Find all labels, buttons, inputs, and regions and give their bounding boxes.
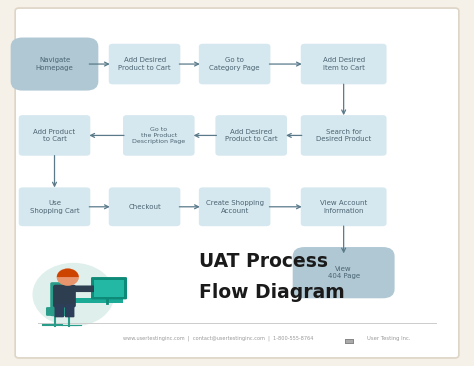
- Text: Checkout: Checkout: [128, 204, 161, 210]
- FancyBboxPatch shape: [55, 304, 64, 317]
- Text: User Testing Inc.: User Testing Inc.: [367, 336, 410, 341]
- FancyBboxPatch shape: [345, 339, 354, 344]
- FancyBboxPatch shape: [18, 187, 90, 226]
- FancyBboxPatch shape: [46, 307, 73, 316]
- FancyBboxPatch shape: [100, 297, 114, 299]
- FancyBboxPatch shape: [50, 282, 66, 316]
- Text: Use
Shopping Cart: Use Shopping Cart: [30, 200, 79, 213]
- FancyBboxPatch shape: [199, 187, 270, 226]
- Text: Add Desired
Product to Cart: Add Desired Product to Cart: [225, 129, 278, 142]
- Text: Navigate
Homepage: Navigate Homepage: [36, 57, 73, 71]
- FancyBboxPatch shape: [215, 115, 287, 156]
- FancyBboxPatch shape: [94, 280, 124, 297]
- Text: www.usertestinginc.com  |  contact@usertestinginc.com  |  1-800-555-8764: www.usertestinginc.com | contact@usertes…: [123, 336, 313, 341]
- Text: Add Desired
Item to Cart: Add Desired Item to Cart: [323, 57, 365, 71]
- FancyBboxPatch shape: [292, 247, 394, 298]
- Circle shape: [57, 269, 78, 285]
- Text: Add Desired
Product to Cart: Add Desired Product to Cart: [118, 57, 171, 71]
- FancyBboxPatch shape: [18, 115, 90, 156]
- FancyBboxPatch shape: [301, 115, 386, 156]
- FancyBboxPatch shape: [70, 285, 96, 292]
- FancyBboxPatch shape: [123, 115, 195, 156]
- FancyBboxPatch shape: [301, 44, 386, 85]
- FancyBboxPatch shape: [10, 37, 98, 91]
- FancyBboxPatch shape: [15, 8, 459, 358]
- Circle shape: [33, 264, 114, 326]
- FancyBboxPatch shape: [109, 187, 180, 226]
- FancyBboxPatch shape: [65, 304, 74, 317]
- FancyBboxPatch shape: [91, 277, 127, 299]
- FancyBboxPatch shape: [109, 44, 180, 85]
- Text: Search for
Desired Product: Search for Desired Product: [316, 129, 371, 142]
- FancyBboxPatch shape: [301, 187, 386, 226]
- FancyBboxPatch shape: [53, 285, 76, 307]
- Wedge shape: [57, 269, 79, 277]
- Text: View Account
Information: View Account Information: [320, 200, 367, 213]
- Text: Go to
Category Page: Go to Category Page: [210, 57, 260, 71]
- FancyBboxPatch shape: [199, 44, 270, 85]
- FancyBboxPatch shape: [59, 298, 123, 303]
- Text: Add Product
to Cart: Add Product to Cart: [34, 129, 75, 142]
- Text: Go to
the Product
Description Page: Go to the Product Description Page: [132, 127, 185, 144]
- Text: UAT Process: UAT Process: [199, 252, 328, 271]
- Text: Flow Diagram: Flow Diagram: [199, 283, 345, 302]
- FancyBboxPatch shape: [346, 340, 353, 343]
- Text: View
404 Page: View 404 Page: [328, 266, 360, 279]
- Text: Create Shopping
Account: Create Shopping Account: [206, 200, 264, 213]
